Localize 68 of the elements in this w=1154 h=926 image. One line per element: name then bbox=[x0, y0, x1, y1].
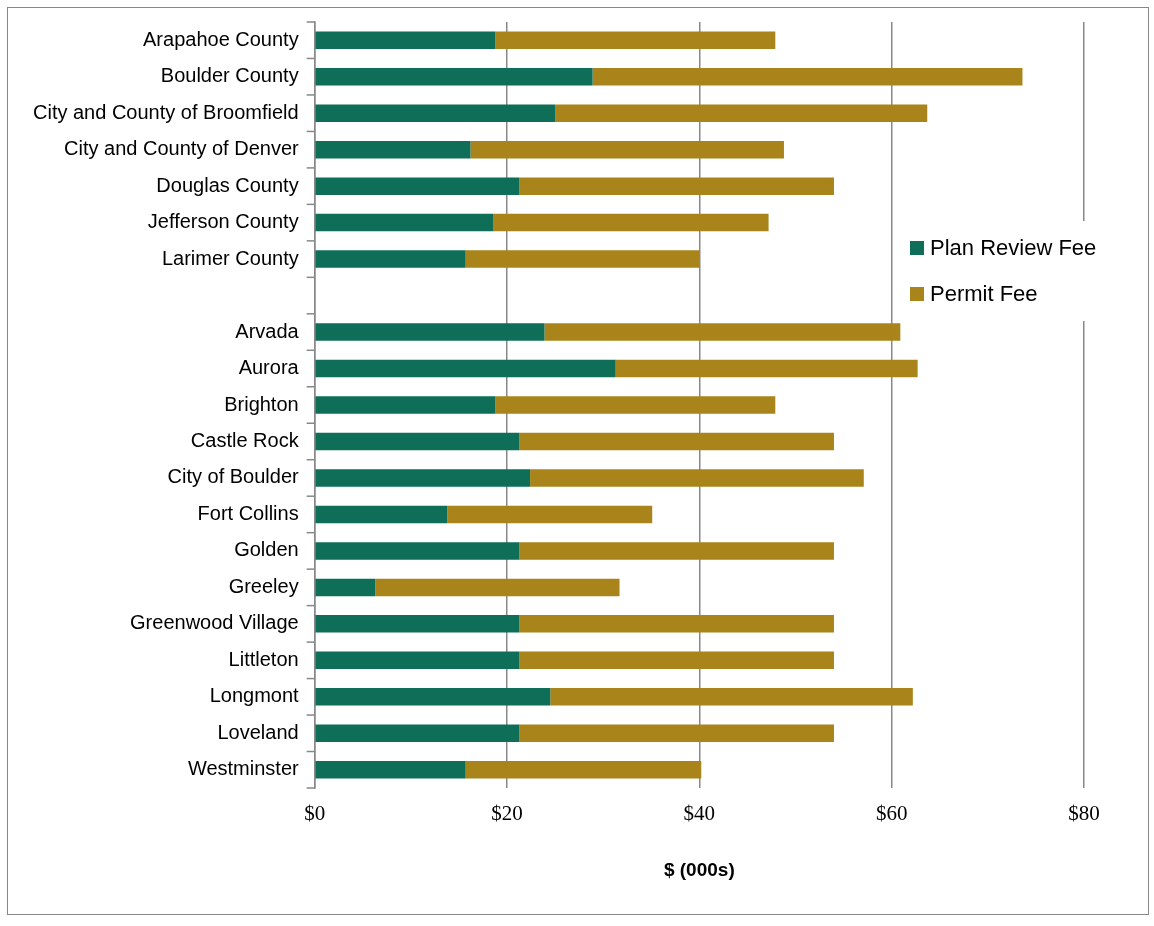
y-tick-label: Aurora bbox=[238, 356, 300, 379]
bar bbox=[315, 761, 466, 779]
bar bbox=[519, 177, 834, 195]
x-tick-label: $40 bbox=[683, 801, 716, 826]
y-tick-label: City and County of Broomfield bbox=[33, 100, 299, 123]
bar bbox=[315, 615, 520, 633]
y-tick-label: Arvada bbox=[235, 319, 300, 342]
y-tick-label: Brighton bbox=[224, 392, 299, 415]
bar bbox=[315, 323, 545, 341]
legend-label: Plan Review Fee bbox=[930, 235, 1097, 262]
bar bbox=[315, 724, 520, 743]
y-tick-label: Longmont bbox=[209, 684, 300, 707]
legend-label: Permit Fee bbox=[930, 281, 1038, 308]
y-tick-label: Arapahoe County bbox=[143, 27, 299, 50]
bar bbox=[519, 615, 834, 633]
y-tick-label: Littleton bbox=[228, 647, 299, 670]
bar bbox=[375, 578, 620, 597]
bar bbox=[315, 359, 616, 378]
x-axis-title: $ (000s) bbox=[663, 858, 735, 880]
y-tick-label: City of Boulder bbox=[167, 465, 300, 488]
y-tick-label: Castle Rock bbox=[190, 428, 300, 451]
bar bbox=[315, 140, 471, 159]
bar bbox=[315, 177, 520, 195]
bar bbox=[315, 688, 551, 706]
bar bbox=[315, 432, 520, 451]
x-tick-label: $80 bbox=[1068, 801, 1100, 826]
y-tick-label: Loveland bbox=[217, 720, 299, 743]
bar bbox=[315, 651, 520, 670]
bar bbox=[315, 31, 496, 49]
bar bbox=[519, 651, 834, 670]
y-tick-label: Golden bbox=[234, 538, 299, 561]
y-tick-label: Fort Collins bbox=[197, 501, 299, 524]
bar bbox=[592, 67, 1023, 86]
y-tick-label: Boulder County bbox=[160, 64, 299, 87]
bar bbox=[315, 469, 531, 487]
bar bbox=[519, 724, 834, 743]
bar bbox=[315, 396, 496, 414]
bar bbox=[470, 140, 784, 159]
y-tick-label: Greenwood Village bbox=[130, 611, 299, 634]
bar bbox=[519, 432, 834, 451]
x-tick-label: $60 bbox=[875, 801, 908, 826]
x-tick-label: $0 bbox=[304, 801, 326, 826]
bar bbox=[315, 578, 376, 597]
bar bbox=[315, 104, 556, 122]
bar bbox=[615, 359, 918, 378]
y-tick-label: Jefferson County bbox=[147, 210, 299, 233]
bar bbox=[447, 505, 653, 524]
bar bbox=[519, 542, 834, 560]
y-tick-label: City and County of Denver bbox=[64, 137, 300, 160]
bar bbox=[544, 323, 901, 341]
y-tick-label: Douglas County bbox=[156, 173, 299, 196]
bar bbox=[495, 31, 776, 49]
y-tick-label: Westminster bbox=[187, 757, 300, 780]
x-tick-label: $20 bbox=[491, 801, 523, 826]
bar bbox=[550, 688, 913, 706]
bar bbox=[315, 542, 520, 560]
bar bbox=[530, 469, 864, 487]
bar bbox=[465, 250, 700, 268]
bar bbox=[495, 396, 776, 414]
y-tick-label: Greeley bbox=[228, 574, 299, 597]
bar bbox=[315, 67, 593, 86]
y-tick-label: Larimer County bbox=[161, 246, 299, 269]
bar bbox=[555, 104, 928, 122]
bar bbox=[465, 761, 702, 779]
bar bbox=[315, 213, 494, 232]
bar bbox=[315, 505, 448, 524]
bar bbox=[493, 213, 769, 232]
bar bbox=[315, 250, 466, 268]
